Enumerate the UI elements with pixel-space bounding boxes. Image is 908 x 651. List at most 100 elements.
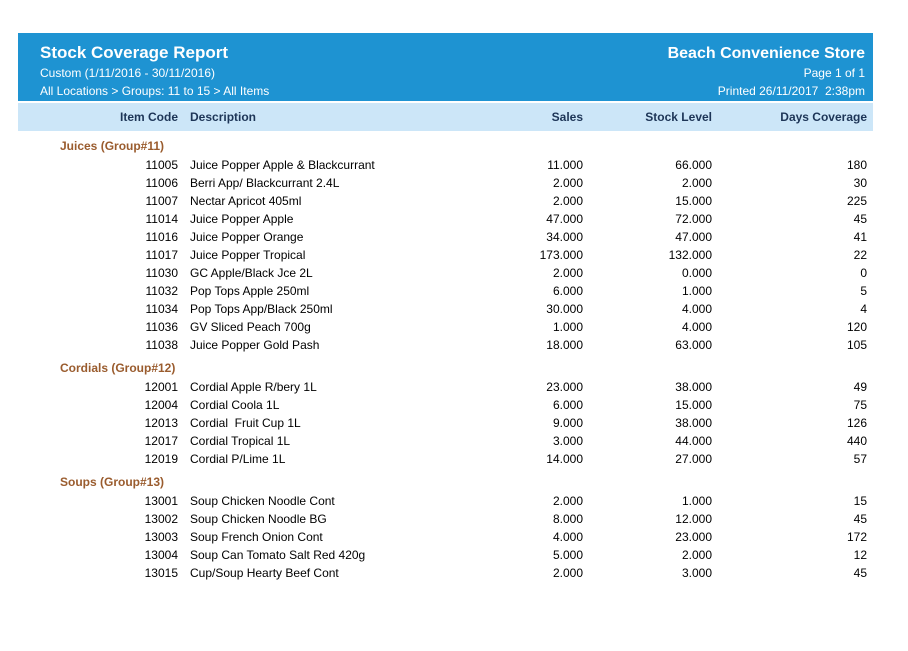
item-description: Berri App/ Blackcurrant 2.4L: [190, 176, 340, 190]
item-sales: 5.000: [552, 548, 583, 562]
item-description: Soup Can Tomato Salt Red 420g: [190, 548, 366, 562]
item-days-coverage: 49: [853, 380, 867, 394]
item-days-coverage: 120: [846, 320, 867, 334]
report-header-band: Stock Coverage Report Beach Convenience …: [18, 33, 873, 101]
item-stock-level: 3.000: [681, 566, 712, 580]
table-row: 11016 Juice Popper Orange 34.000 47.000 …: [18, 228, 867, 246]
item-code: 11007: [145, 194, 178, 208]
item-sales: 9.000: [552, 416, 583, 430]
item-sales: 173.000: [539, 248, 583, 262]
item-days-coverage: 440: [846, 434, 867, 448]
item-code: 11005: [145, 158, 178, 172]
item-days-coverage: 22: [853, 248, 867, 262]
table-row: 11007 Nectar Apricot 405ml 2.000 15.000 …: [18, 192, 867, 210]
table-row: 11014 Juice Popper Apple 47.000 72.000 4…: [18, 210, 867, 228]
item-days-coverage: 126: [846, 416, 867, 430]
group-header: Juices (Group#11): [60, 139, 165, 153]
item-sales: 4.000: [552, 530, 583, 544]
table-row: 11034 Pop Tops App/Black 250ml 30.000 4.…: [18, 300, 867, 318]
item-stock-level: 4.000: [681, 302, 712, 316]
item-days-coverage: 30: [853, 176, 867, 190]
item-description: Juice Popper Gold Pash: [190, 338, 320, 352]
table-row: 12017 Cordial Tropical 1L 3.000 44.000 4…: [18, 432, 867, 450]
item-code: 13004: [144, 548, 178, 562]
item-sales: 47.000: [546, 212, 583, 226]
item-days-coverage: 5: [860, 284, 867, 298]
column-item-code: Item Code: [119, 110, 178, 124]
column-days-coverage: Days Coverage: [780, 110, 867, 124]
item-stock-level: 15.000: [675, 398, 712, 412]
item-description: Soup Chicken Noodle BG: [190, 512, 327, 526]
table-row: 11006 Berri App/ Blackcurrant 2.4L 2.000…: [18, 174, 867, 192]
item-description: Nectar Apricot 405ml: [190, 194, 302, 208]
table-row: 12019 Cordial P/Lime 1L 14.000 27.000 57: [18, 450, 867, 468]
item-code: 13015: [144, 566, 178, 580]
table-row: 11036 GV Sliced Peach 700g 1.000 4.000 1…: [18, 318, 867, 336]
breadcrumb: All Locations > Groups: 11 to 15 > All I…: [40, 84, 270, 98]
item-days-coverage: 15: [853, 494, 867, 508]
item-stock-level: 15.000: [675, 194, 712, 208]
item-sales: 14.000: [546, 452, 583, 466]
column-description: Description: [190, 110, 257, 124]
item-description: Soup Chicken Noodle Cont: [190, 494, 335, 508]
item-code: 13002: [144, 512, 178, 526]
table-row: 13001 Soup Chicken Noodle Cont 2.000 1.0…: [18, 492, 867, 510]
item-code: 11014: [145, 212, 178, 226]
item-days-coverage: 45: [853, 512, 867, 526]
item-stock-level: 27.000: [675, 452, 712, 466]
item-stock-level: 0.000: [681, 266, 712, 280]
table-row: 13004 Soup Can Tomato Salt Red 420g 5.00…: [18, 546, 867, 564]
table-row: 11005 Juice Popper Apple & Blackcurrant …: [18, 156, 867, 174]
item-sales: 3.000: [552, 434, 583, 448]
header-row-2: Custom (1/11/2016 - 30/11/2016) Page 1 o…: [40, 64, 865, 82]
item-description: Juice Popper Tropical: [190, 248, 306, 262]
item-code: 11017: [145, 248, 178, 262]
item-stock-level: 2.000: [681, 548, 712, 562]
item-sales: 8.000: [552, 512, 583, 526]
item-days-coverage: 225: [846, 194, 867, 208]
item-code: 11030: [145, 266, 178, 280]
item-days-coverage: 180: [846, 158, 867, 172]
date-range: Custom (1/11/2016 - 30/11/2016): [40, 66, 215, 80]
item-code: 11034: [145, 302, 178, 316]
item-stock-level: 72.000: [675, 212, 712, 226]
item-stock-level: 44.000: [675, 434, 712, 448]
item-sales: 1.000: [552, 320, 583, 334]
item-code: 11006: [145, 176, 178, 190]
item-code: 12019: [144, 452, 178, 466]
item-sales: 2.000: [552, 194, 583, 208]
page-info: Page 1 of 1: [803, 66, 865, 80]
table-row: 13015 Cup/Soup Hearty Beef Cont 2.000 3.…: [18, 564, 867, 582]
item-stock-level: 23.000: [675, 530, 712, 544]
column-stock-level: Stock Level: [645, 110, 712, 124]
item-stock-level: 63.000: [675, 338, 712, 352]
table-row: 11038 Juice Popper Gold Pash 18.000 63.0…: [18, 336, 867, 354]
item-description: Pop Tops Apple 250ml: [190, 284, 310, 298]
item-stock-level: 4.000: [681, 320, 712, 334]
item-sales: 6.000: [552, 284, 583, 298]
item-days-coverage: 172: [846, 530, 867, 544]
item-stock-level: 12.000: [675, 512, 712, 526]
item-days-coverage: 57: [853, 452, 867, 466]
report-title: Stock Coverage Report: [40, 43, 228, 62]
item-code: 11016: [145, 230, 178, 244]
printed-timestamp: Printed 26/11/2017 2:38pm: [717, 84, 865, 98]
item-sales: 30.000: [546, 302, 583, 316]
item-description: Cordial P/Lime 1L: [190, 452, 286, 466]
item-sales: 2.000: [552, 176, 583, 190]
table-row: 11030 GC Apple/Black Jce 2L 2.000 0.000 …: [18, 264, 867, 282]
item-days-coverage: 45: [853, 566, 867, 580]
item-days-coverage: 75: [853, 398, 867, 412]
header-row-3: All Locations > Groups: 11 to 15 > All I…: [40, 82, 865, 100]
report-body: Juices (Group#11) 11005 Juice Popper App…: [18, 137, 873, 582]
table-row: 11017 Juice Popper Tropical 173.000 132.…: [18, 246, 867, 264]
stock-coverage-report: Stock Coverage Report Beach Convenience …: [18, 33, 873, 582]
item-description: Cup/Soup Hearty Beef Cont: [190, 566, 339, 580]
table-row: 13002 Soup Chicken Noodle BG 8.000 12.00…: [18, 510, 867, 528]
item-code: 13001: [144, 494, 178, 508]
item-sales: 2.000: [552, 266, 583, 280]
item-sales: 2.000: [552, 494, 583, 508]
item-code: 12001: [144, 380, 178, 394]
item-code: 13003: [144, 530, 178, 544]
item-sales: 11.000: [547, 158, 583, 172]
